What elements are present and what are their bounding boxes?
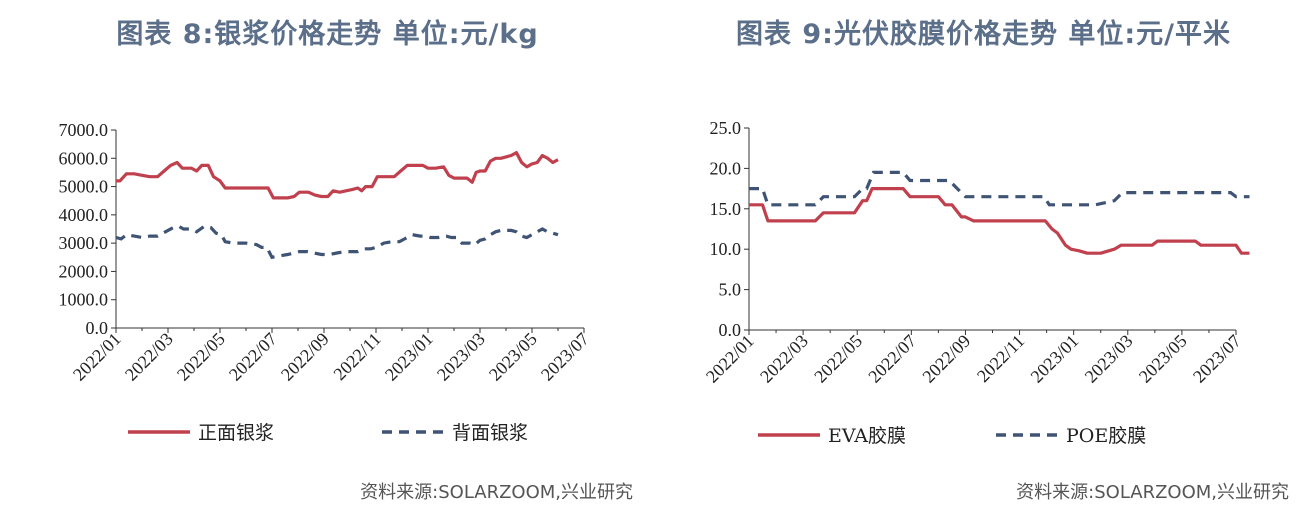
y-tick-label: 2000.0	[59, 261, 109, 281]
legend-label: 背面银浆	[452, 422, 528, 444]
source-note: 资料来源:SOLARZOOM,兴业研究	[360, 482, 633, 503]
series-line-primary	[116, 151, 559, 200]
x-tick-label: 2022/09	[277, 329, 333, 385]
y-tick-label: 0.0	[86, 318, 109, 338]
chart-title: 图表 8:银浆价格走势 单位:元/kg	[116, 19, 539, 50]
y-tick-label: 4000.0	[59, 205, 109, 225]
y-tick-label: 6000.0	[59, 148, 109, 168]
silver-paste-line-chart: 0.0 1000.0 2000.0 3000.0 4000.0 5000.0 6000.0 7…	[59, 120, 593, 444]
legend-label: 正面银浆	[198, 422, 274, 444]
source-note: 资料来源:SOLARZOOM,兴业研究	[1016, 482, 1289, 503]
x-tick-label: 2023/01	[1027, 331, 1083, 387]
x-tick-label: 2022/09	[918, 331, 974, 387]
series-line-secondary	[115, 224, 559, 260]
y-tick-label: 3000.0	[59, 233, 109, 253]
y-tick-label: 1000.0	[59, 290, 109, 310]
x-tick-label: 2023/03	[433, 329, 489, 385]
x-tick-label: 2023/05	[1135, 331, 1191, 387]
y-tick-label: 15.0	[710, 199, 742, 219]
series-line-primary	[749, 187, 1250, 255]
y-tick-label: 0.0	[719, 320, 742, 340]
y-tick-label: 10.0	[710, 239, 742, 259]
legend-label: POE胶膜	[1066, 425, 1146, 447]
y-tick-label: 25.0	[710, 118, 742, 138]
x-tick-label: 2022/03	[756, 331, 812, 387]
series-line-secondary	[749, 170, 1250, 207]
x-tick-label: 2022/11	[329, 329, 384, 384]
x-tick-label: 2022/11	[973, 331, 1028, 386]
y-tick-label: 7000.0	[59, 120, 109, 140]
y-tick-label: 20.0	[710, 158, 742, 178]
y-tick-label: 5.0	[719, 280, 742, 300]
pv-film-line-chart: 0.05.010.015.020.025.02022/012022/032022…	[702, 118, 1250, 447]
x-tick-label: 2022/07	[864, 331, 920, 387]
x-tick-label: 2023/03	[1081, 331, 1137, 387]
x-tick-label: 2023/07	[1189, 331, 1245, 387]
chart-panel-silver-paste: 图表 8:银浆价格走势 单位:元/kg 0.0 1000.0 2000.0 3000.…	[0, 0, 655, 518]
x-tick-label: 2023/01	[381, 329, 437, 385]
y-tick-label: 5000.0	[59, 177, 109, 197]
x-tick-label: 2022/05	[173, 329, 229, 385]
x-tick-label: 2023/07	[537, 329, 593, 385]
x-tick-label: 2023/05	[485, 329, 541, 385]
legend-label: EVA胶膜	[828, 425, 906, 447]
chart-panel-pv-film: 图表 9:光伏胶膜价格走势 单位:元/平米 0.0 5.0 10.0 15.0 20.0…	[656, 0, 1311, 518]
x-tick-label: 2022/05	[810, 331, 866, 387]
chart-title: 图表 9:光伏胶膜价格走势 单位:元/平米	[735, 19, 1232, 50]
x-tick-label: 2022/07	[225, 329, 281, 385]
x-tick-label: 2022/03	[121, 329, 177, 385]
